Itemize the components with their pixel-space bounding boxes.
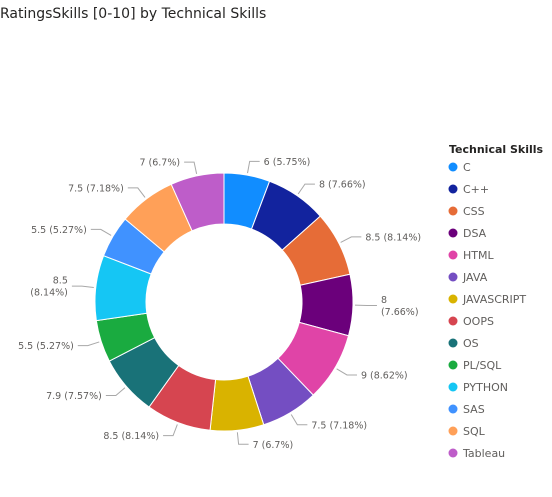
data-label-pl-sql: 5.5 (5.27%) (18, 341, 74, 352)
leader-line-os (105, 387, 126, 397)
leader-line-sql (127, 187, 146, 198)
legend-item-html[interactable]: HTML (448, 249, 495, 262)
legend-item-cplusplus[interactable]: C++ (448, 183, 490, 196)
legend-item-sql[interactable]: SQL (448, 425, 486, 438)
legend-marker (448, 206, 458, 216)
leader-line-c (247, 160, 260, 174)
legend-marker (448, 338, 458, 348)
data-label-python: 8.5 (8.14%) (30, 276, 68, 299)
legend-item-css[interactable]: CSS (448, 205, 485, 218)
legend-label: C++ (463, 183, 489, 196)
legend-label: SAS (463, 403, 485, 416)
legend-label: JAVASCRIPT (462, 293, 526, 306)
data-label-html: 9 (8.62%) (361, 370, 408, 381)
legend-marker (448, 250, 458, 260)
legend-marker (448, 162, 458, 172)
data-label-cplusplus: 8 (7.66%) (319, 180, 366, 191)
leader-line-java (290, 414, 308, 426)
legend-label: PL/SQL (463, 359, 502, 372)
legend-item-os[interactable]: OS (448, 337, 479, 350)
legend-label: OOPS (463, 315, 494, 328)
data-label-java: 7.5 (7.18%) (311, 420, 367, 431)
legend-item-c[interactable]: C (448, 161, 472, 174)
leader-line-python (71, 285, 94, 288)
legend-marker (448, 272, 458, 282)
leader-line-javascript (236, 432, 249, 445)
legend-marker (448, 360, 458, 370)
legend-label: DSA (463, 227, 487, 240)
leader-line-pl-sql (77, 341, 100, 347)
legend-marker (448, 426, 458, 436)
leader-line-css (340, 236, 362, 243)
legend-item-pl-sql[interactable]: PL/SQL (448, 359, 503, 372)
leader-line-oops (163, 424, 178, 437)
legend-label: CSS (463, 205, 485, 218)
legend-item-tableau[interactable]: Tableau (448, 447, 506, 460)
legend-label: C (463, 161, 471, 174)
slices-group (94, 172, 354, 432)
legend-marker (448, 382, 458, 392)
leader-line-sas (90, 228, 112, 236)
data-label-c: 6 (5.75%) (264, 157, 311, 168)
legend-label: PYTHON (463, 381, 508, 394)
leader-line-html (336, 368, 357, 376)
leader-line-cplusplus (297, 183, 315, 195)
legend-marker (448, 294, 458, 304)
legend-item-java[interactable]: JAVA (448, 271, 488, 284)
legend-label: OS (463, 337, 479, 350)
legend: Technical Skills C C++ CSS DSA HTML JAVA JAVAS… (448, 143, 544, 460)
legend-marker (448, 448, 458, 458)
chart-title: RatingsSkills [0-10] by Technical Skills (0, 6, 267, 22)
legend-label: Tableau (462, 447, 505, 460)
data-label-javascript: 7 (6.7%) (253, 440, 294, 451)
data-label-oops: 8.5 (8.14%) (103, 431, 159, 442)
data-label-sas: 5.5 (5.27%) (31, 225, 87, 236)
data-label-sql: 7.5 (7.18%) (68, 183, 124, 194)
legend-label: HTML (463, 249, 494, 262)
leader-line-tableau (184, 161, 198, 175)
legend-item-oops[interactable]: OOPS (448, 315, 494, 328)
legend-item-dsa[interactable]: DSA (448, 227, 487, 240)
data-label-os: 7.9 (7.57%) (46, 391, 102, 402)
legend-item-javascript[interactable]: JAVASCRIPT (448, 293, 527, 306)
data-label-css: 8.5 (8.14%) (365, 232, 421, 243)
data-label-dsa: 8 (7.66%) (381, 295, 419, 318)
legend-marker (448, 404, 458, 414)
legend-title: Technical Skills (449, 143, 544, 156)
legend-marker (448, 228, 458, 238)
legend-label: JAVA (462, 271, 488, 284)
legend-marker (448, 316, 458, 326)
slice-tableau[interactable] (170, 172, 225, 232)
legend-item-sas[interactable]: SAS (448, 403, 485, 416)
legend-label: SQL (463, 425, 486, 438)
legend-item-python[interactable]: PYTHON (448, 381, 509, 394)
data-label-tableau: 7 (6.7%) (139, 158, 180, 169)
legend-marker (448, 184, 458, 194)
data-labels-group: 6 (5.75%) 8 (7.66%) 8.5 (8.14%) 8 (7.66%) 9 (… (18, 157, 421, 451)
